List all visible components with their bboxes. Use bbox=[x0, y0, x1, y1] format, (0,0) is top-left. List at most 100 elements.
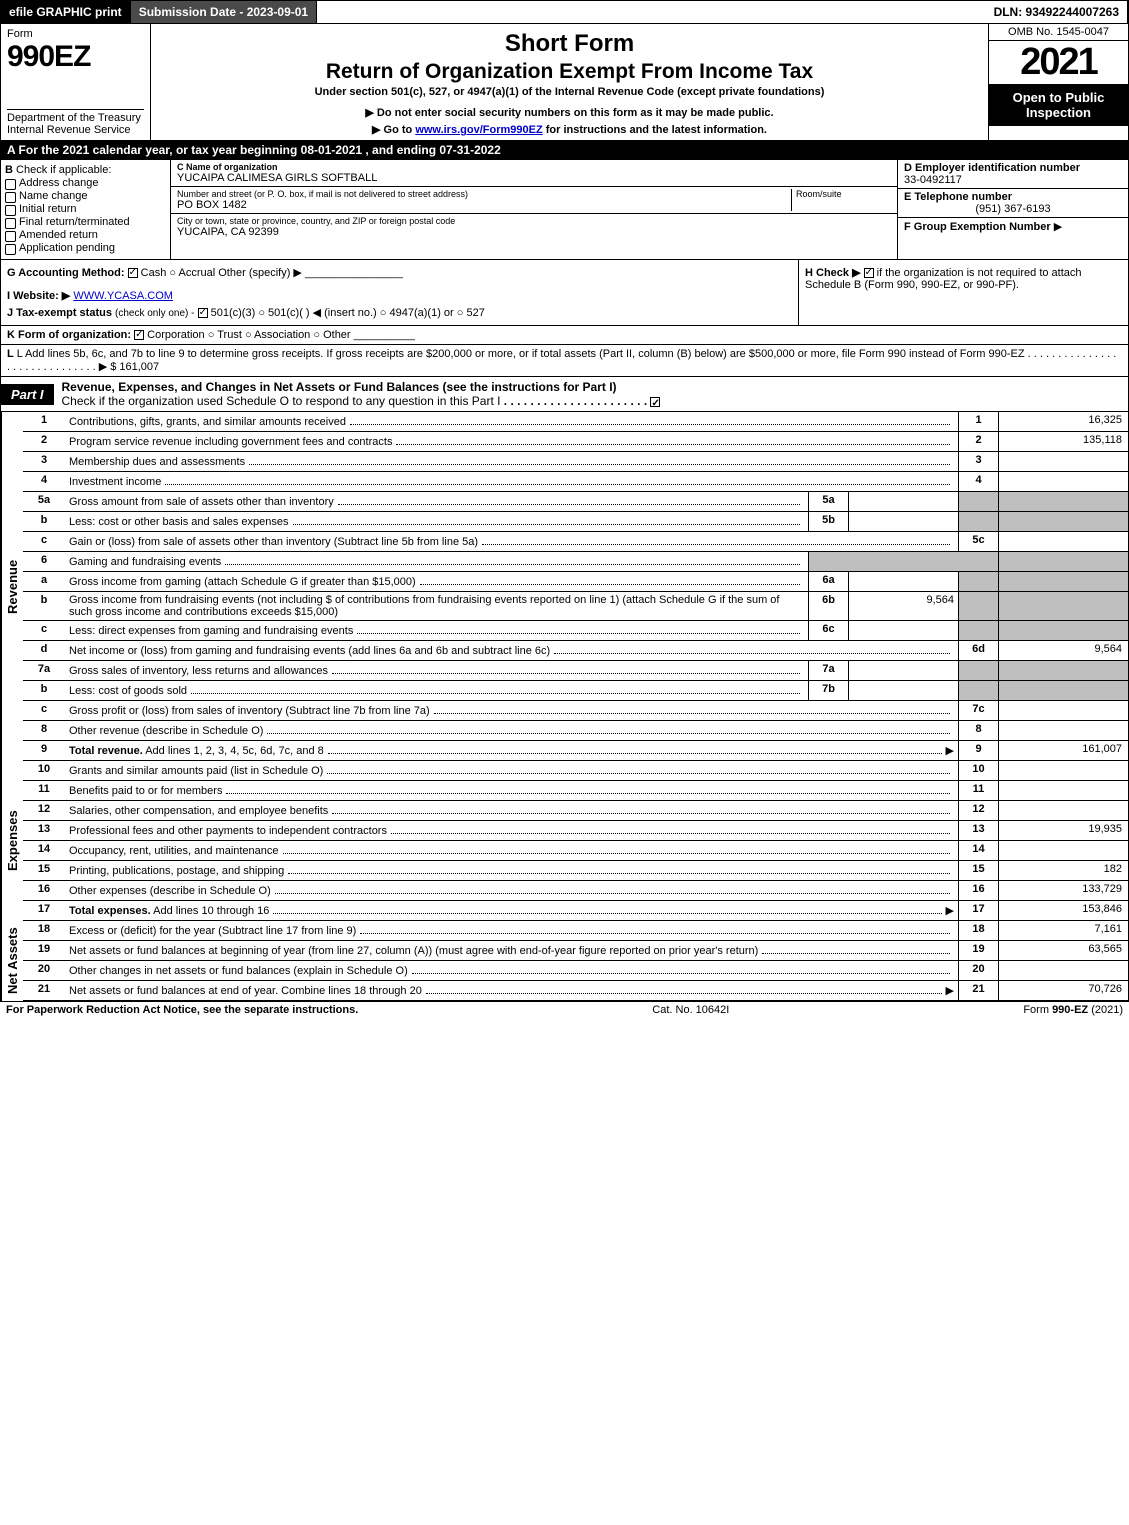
line-description: Less: direct expenses from gaming and fu… bbox=[65, 621, 808, 640]
chk-application-pending[interactable]: Application pending bbox=[5, 242, 166, 254]
d-label: D Employer identification number bbox=[904, 162, 1122, 174]
irs-link[interactable]: www.irs.gov/Form990EZ bbox=[415, 124, 542, 136]
sub-line-number: 6c bbox=[808, 621, 848, 640]
part-1-title: Revenue, Expenses, and Changes in Net As… bbox=[62, 380, 617, 394]
chk-name-change[interactable]: Name change bbox=[5, 190, 166, 202]
line-description: Gain or (loss) from sale of assets other… bbox=[65, 532, 958, 551]
right-line-number: 15 bbox=[958, 861, 998, 880]
j-opt3: 4947(a)(1) or bbox=[390, 307, 454, 319]
line-description: Net income or (loss) from gaming and fun… bbox=[65, 641, 958, 660]
line-description: Contributions, gifts, grants, and simila… bbox=[65, 412, 958, 431]
note2-post: for instructions and the latest informat… bbox=[543, 124, 767, 136]
line-value bbox=[998, 841, 1128, 860]
footer-center: Cat. No. 10642I bbox=[358, 1004, 1023, 1016]
table-row: 15Printing, publications, postage, and s… bbox=[1, 861, 1128, 881]
dln-number: DLN: 93492244007263 bbox=[986, 1, 1128, 23]
right-line-number: 14 bbox=[958, 841, 998, 860]
line-number: 11 bbox=[23, 781, 65, 800]
shaded-cell bbox=[808, 552, 998, 571]
line-number: 14 bbox=[23, 841, 65, 860]
chk-accrual[interactable] bbox=[169, 267, 178, 279]
addr-label: Number and street (or P. O. box, if mail… bbox=[177, 189, 791, 199]
line-description: Excess or (deficit) for the year (Subtra… bbox=[65, 921, 958, 940]
line-k: K Form of organization: Corporation Trus… bbox=[0, 326, 1129, 345]
right-line-number: 7c bbox=[958, 701, 998, 720]
open-to-public: Open to Public Inspection bbox=[989, 84, 1128, 126]
line-description: Benefits paid to or for members bbox=[65, 781, 958, 800]
efile-print-button[interactable]: efile GRAPHIC print bbox=[1, 1, 131, 23]
footer-right-post: (2021) bbox=[1088, 1004, 1123, 1016]
line-description: Less: cost or other basis and sales expe… bbox=[65, 512, 808, 531]
line-value bbox=[998, 572, 1128, 591]
line-value: 153,846 bbox=[998, 901, 1128, 920]
table-row: 19Net assets or fund balances at beginni… bbox=[1, 941, 1128, 961]
right-line-number bbox=[958, 681, 998, 700]
subtitle: Under section 501(c), 527, or 4947(a)(1)… bbox=[157, 86, 982, 98]
line-description: Gross income from fundraising events (no… bbox=[65, 592, 808, 620]
website-link[interactable]: WWW.YCASA.COM bbox=[73, 290, 173, 302]
chk-527[interactable] bbox=[457, 307, 467, 319]
chk-association[interactable] bbox=[245, 329, 254, 341]
chk-501c3[interactable] bbox=[198, 308, 208, 318]
line-number: 6 bbox=[23, 552, 65, 571]
table-row: 6Gaming and fundraising events bbox=[1, 552, 1128, 572]
line-value: 161,007 bbox=[998, 741, 1128, 760]
line-number: 8 bbox=[23, 721, 65, 740]
table-row: 12Salaries, other compensation, and empl… bbox=[1, 801, 1128, 821]
line-value bbox=[998, 801, 1128, 820]
j-opt4: 527 bbox=[466, 307, 484, 319]
line-description: Other revenue (describe in Schedule O) bbox=[65, 721, 958, 740]
revenue-table: Revenue 1Contributions, gifts, grants, a… bbox=[0, 412, 1129, 761]
sub-value bbox=[848, 512, 958, 531]
part-1-check: Check if the organization used Schedule … bbox=[62, 394, 501, 408]
line-description: Other changes in net assets or fund bala… bbox=[65, 961, 958, 980]
chk-schedule-b[interactable] bbox=[864, 268, 874, 278]
b-label: B bbox=[5, 164, 13, 176]
chk-501c[interactable] bbox=[258, 307, 268, 319]
line-i: I Website: ▶ WWW.YCASA.COM bbox=[7, 289, 792, 302]
right-line-number: 13 bbox=[958, 821, 998, 840]
sub-value bbox=[848, 621, 958, 640]
room-label: Room/suite bbox=[796, 189, 891, 199]
chk-amended-return[interactable]: Amended return bbox=[5, 229, 166, 241]
chk-initial-return[interactable]: Initial return bbox=[5, 203, 166, 215]
table-row: 21Net assets or fund balances at end of … bbox=[1, 981, 1128, 1001]
line-number: 2 bbox=[23, 432, 65, 451]
chk-cash[interactable] bbox=[128, 268, 138, 278]
right-line-number bbox=[958, 512, 998, 531]
g-cash: Cash bbox=[141, 267, 167, 279]
section-b: B Check if applicable: Address change Na… bbox=[1, 160, 171, 259]
chk-final-return[interactable]: Final return/terminated bbox=[5, 216, 166, 228]
line-value bbox=[998, 661, 1128, 680]
table-row: 2Program service revenue including gover… bbox=[1, 432, 1128, 452]
chk-schedule-o[interactable] bbox=[650, 397, 660, 407]
tax-year: 2021 bbox=[989, 41, 1128, 84]
footer-right: Form 990-EZ (2021) bbox=[1023, 1004, 1123, 1016]
line-value bbox=[998, 781, 1128, 800]
form-word: Form bbox=[7, 28, 33, 40]
sub-value bbox=[848, 572, 958, 591]
right-line-number bbox=[958, 592, 998, 620]
line-number: 3 bbox=[23, 452, 65, 471]
line-number: b bbox=[23, 681, 65, 700]
g-label: G Accounting Method: bbox=[7, 267, 125, 279]
line-value bbox=[998, 452, 1128, 471]
chk-4947[interactable] bbox=[380, 307, 390, 319]
note2-pre: Go to bbox=[384, 124, 416, 136]
table-row: 11Benefits paid to or for members11 bbox=[1, 781, 1128, 801]
sub-line-number: 7b bbox=[808, 681, 848, 700]
table-row: 7aGross sales of inventory, less returns… bbox=[1, 661, 1128, 681]
phone: (951) 367-6193 bbox=[904, 203, 1122, 215]
line-description: Gross amount from sale of assets other t… bbox=[65, 492, 808, 511]
chk-address-change[interactable]: Address change bbox=[5, 177, 166, 189]
right-line-number: 2 bbox=[958, 432, 998, 451]
chk-trust[interactable] bbox=[208, 329, 218, 341]
line-number: 13 bbox=[23, 821, 65, 840]
chk-corporation[interactable] bbox=[134, 330, 144, 340]
line-number: 9 bbox=[23, 741, 65, 760]
arrow-icon: ▶ bbox=[946, 904, 954, 917]
k-label: K Form of organization: bbox=[7, 329, 131, 341]
right-line-number: 16 bbox=[958, 881, 998, 900]
header-center: Short Form Return of Organization Exempt… bbox=[151, 24, 988, 140]
chk-other[interactable] bbox=[313, 329, 323, 341]
